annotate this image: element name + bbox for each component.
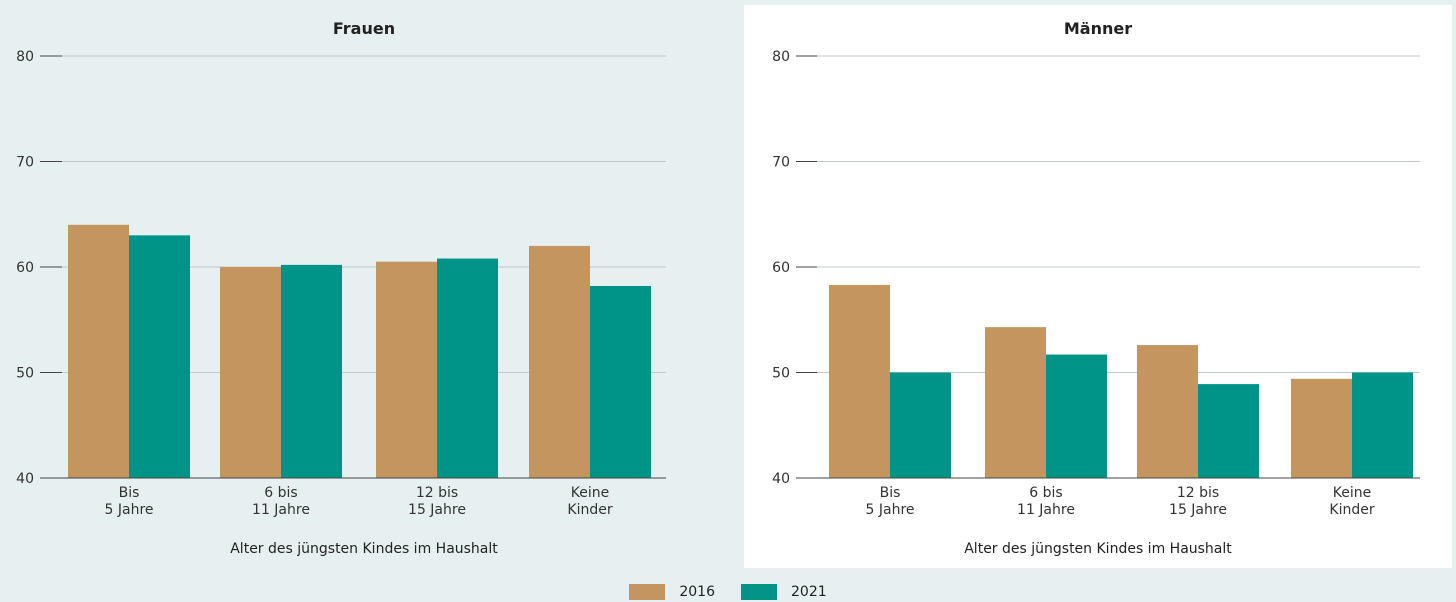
y-tick-label: 50 [772,366,790,382]
x-axis-label: Alter des jüngsten Kindes im Haushalt [230,541,498,557]
legend-label-2016: 2016 [679,584,715,600]
bar-2016 [1291,378,1352,478]
bar-2016 [529,245,590,478]
x-tick-label: Keine Kinder [1329,485,1374,518]
y-tick-label: 80 [16,49,34,65]
bar-2021 [1198,384,1259,478]
bar-chart-maenner: 40 50 60 70 80 Bis 5 Jahre 6 bis 11 Jahre 12 bis 1… [772,49,1420,518]
y-tick-label: 50 [16,366,34,382]
bar-2021 [1352,372,1413,478]
bar-2016 [985,327,1046,478]
y-tick-label: 70 [772,155,790,171]
bar-2016 [376,261,437,478]
bar-2021 [281,264,342,478]
bar-2021 [437,258,498,478]
x-tick-label: 6 bis 11 Jahre [1017,485,1075,518]
y-tick-label: 40 [772,471,790,487]
x-tick-label: 6 bis 11 Jahre [252,485,310,518]
y-tick-label: 60 [16,260,34,276]
x-tick-label: 12 bis 15 Jahre [1169,485,1227,518]
chart-panel-maenner: Männer 40 50 60 70 80 Bis 5 Jahre 6 bis 11 Jahre… [744,5,1452,568]
bar-2021 [890,372,951,478]
chart-panel-frauen: Frauen 40 50 60 70 80 Bis 5 Jahre 6 bis 11 Jahre… [0,5,728,568]
y-tick-label: 80 [772,49,790,65]
legend-item-2021: 2021 [741,584,827,600]
x-tick-label: 12 bis 15 Jahre [408,485,466,518]
bar-2016 [1137,345,1198,478]
legend-label-2021: 2021 [791,584,827,600]
chart-title: Frauen [332,19,396,38]
y-tick-label: 60 [772,260,790,276]
chart-title: Männer [1063,19,1133,38]
y-tick-label: 70 [16,155,34,171]
legend: 2016 2021 [0,584,1456,600]
x-tick-label: Keine Kinder [567,485,612,518]
bar-2016 [68,224,129,478]
legend-swatch-2021 [741,584,777,600]
bar-2021 [1046,354,1107,478]
x-tick-label: Bis 5 Jahre [866,485,915,518]
bar-2021 [590,285,651,478]
y-tick-label: 40 [16,471,34,487]
legend-swatch-2016 [629,584,666,600]
bar-chart-frauen: 40 50 60 70 80 Bis 5 Jahre 6 bis 11 Jahre 12 bis 1… [16,49,666,518]
legend-item-2016: 2016 [629,584,715,600]
x-axis-label: Alter des jüngsten Kindes im Haushalt [964,541,1232,557]
bar-2016 [220,267,281,478]
bar-2016 [829,284,890,478]
x-tick-label: Bis 5 Jahre [105,485,154,518]
bar-2021 [129,235,190,478]
